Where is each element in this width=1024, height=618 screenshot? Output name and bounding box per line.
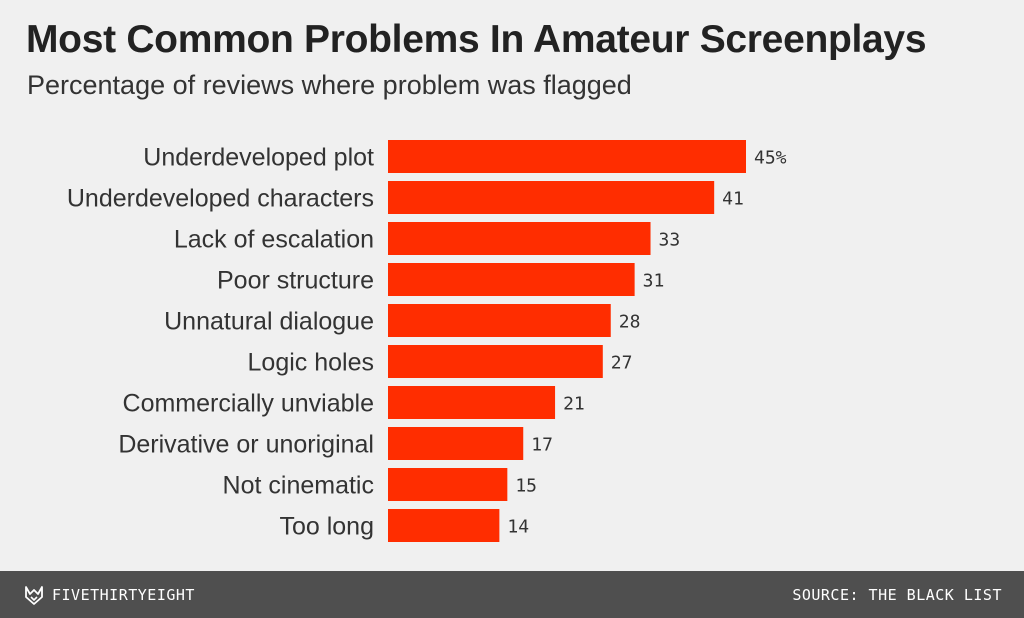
data-label: 27 xyxy=(611,353,633,374)
bar xyxy=(388,263,635,296)
category-label: Derivative or unoriginal xyxy=(118,431,374,459)
bar xyxy=(388,140,746,173)
bar xyxy=(388,386,556,419)
data-label: 14 xyxy=(507,517,529,538)
category-label: Poor structure xyxy=(217,267,374,295)
bar xyxy=(388,222,651,255)
category-label: Underdeveloped plot xyxy=(143,144,374,172)
bar-chart-svg: Underdeveloped plot 45% Underdeveloped cha… xyxy=(67,140,787,542)
bar xyxy=(388,345,603,378)
data-label: 45% xyxy=(754,148,787,169)
bar xyxy=(388,509,500,542)
data-label: 28 xyxy=(619,312,641,333)
category-label: Underdeveloped characters xyxy=(67,185,374,213)
category-label: Unnatural dialogue xyxy=(164,308,374,336)
data-label: 15 xyxy=(515,476,537,497)
category-label: Lack of escalation xyxy=(174,226,374,254)
bar xyxy=(388,427,524,460)
footer-bar: FIVETHIRTYEIGHT SOURCE: THE BLACK LIST xyxy=(0,571,1024,618)
bar xyxy=(388,468,508,501)
bar xyxy=(388,181,715,214)
bar-chart: Underdeveloped plot 45% Underdeveloped cha… xyxy=(0,120,1024,560)
source-credit: SOURCE: THE BLACK LIST xyxy=(792,586,1002,604)
fivethirtyeight-fox-icon xyxy=(25,586,43,605)
data-label: 17 xyxy=(531,435,553,456)
data-label: 31 xyxy=(643,271,665,292)
chart-subtitle: Percentage of reviews where problem was … xyxy=(27,70,632,100)
chart-title: Most Common Problems In Amateur Screenpl… xyxy=(26,18,927,61)
brand: FIVETHIRTYEIGHT xyxy=(24,585,195,605)
data-label: 21 xyxy=(563,394,585,415)
data-label: 41 xyxy=(722,189,744,210)
category-label: Logic holes xyxy=(248,349,374,377)
brand-name: FIVETHIRTYEIGHT xyxy=(52,586,195,604)
category-label: Commercially unviable xyxy=(123,390,374,418)
data-label: 33 xyxy=(659,230,681,251)
bar xyxy=(388,304,611,337)
category-label: Too long xyxy=(279,513,374,541)
category-label: Not cinematic xyxy=(223,472,374,500)
